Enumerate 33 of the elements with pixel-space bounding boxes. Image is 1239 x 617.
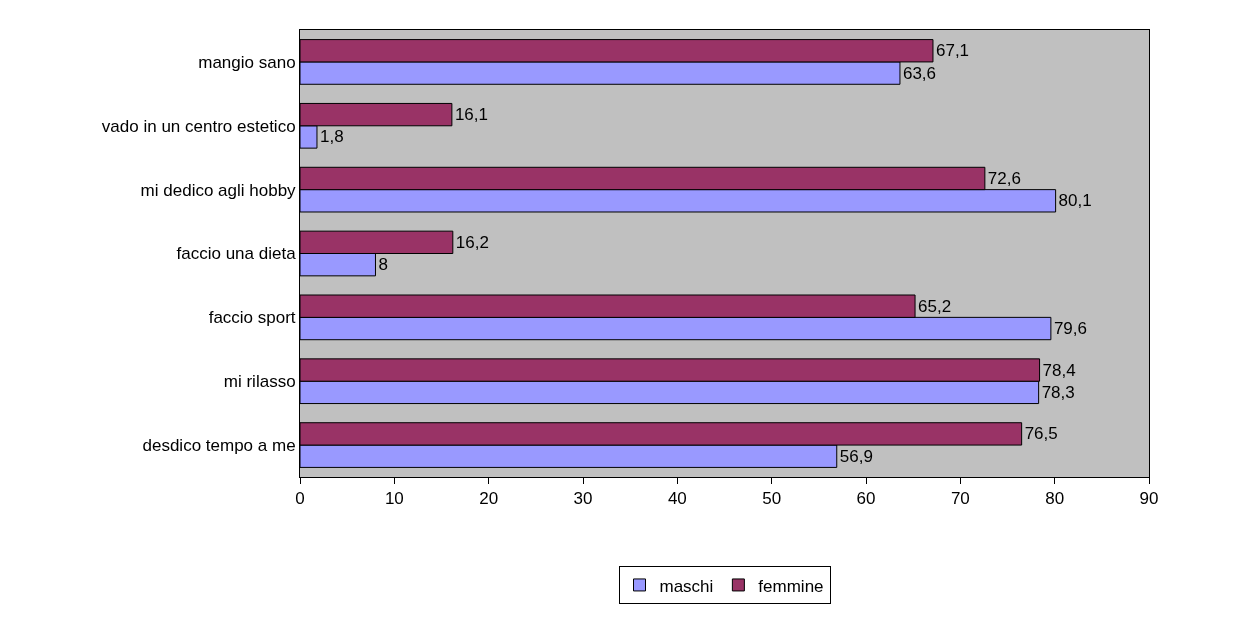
y-tick-label: mangio sano bbox=[198, 52, 296, 72]
legend-label: femmine bbox=[758, 576, 824, 596]
y-tick-label: vado in un centro estetico bbox=[101, 116, 296, 136]
data-label: 79,6 bbox=[1053, 319, 1087, 339]
x-tick-label: 40 bbox=[667, 489, 687, 509]
x-tick-label: 90 bbox=[1139, 489, 1159, 509]
data-label: 63,6 bbox=[902, 63, 937, 83]
x-tick-label: 0 bbox=[295, 489, 305, 509]
data-label: 72,6 bbox=[987, 168, 1021, 188]
x-tick-label: 60 bbox=[856, 489, 876, 509]
data-label: 78,3 bbox=[1041, 382, 1075, 402]
x-tick-label: 70 bbox=[950, 489, 970, 509]
data-label: 16,1 bbox=[454, 105, 488, 125]
x-tick-label: 20 bbox=[479, 489, 499, 509]
legend-label: maschi bbox=[659, 576, 714, 596]
y-tick-label: faccio una dieta bbox=[176, 244, 297, 264]
x-tick-label: 50 bbox=[762, 489, 782, 509]
data-label: 8 bbox=[378, 255, 388, 275]
x-tick-label: 30 bbox=[573, 489, 593, 509]
y-tick-label: mi dedico agli hobby bbox=[140, 180, 297, 200]
data-label: 67,1 bbox=[935, 41, 970, 61]
data-label: 78,4 bbox=[1042, 360, 1076, 380]
data-label: 76,5 bbox=[1024, 424, 1058, 444]
data-label: 65,2 bbox=[918, 296, 952, 316]
data-label: 56,9 bbox=[839, 446, 873, 466]
data-label: 1,8 bbox=[319, 127, 344, 147]
y-tick-label: desdico tempo a me bbox=[142, 436, 296, 456]
y-tick-label: faccio sport bbox=[208, 308, 296, 328]
data-label: 16,2 bbox=[455, 232, 489, 252]
x-tick-label: 10 bbox=[384, 489, 404, 509]
x-tick-label: 80 bbox=[1045, 489, 1065, 509]
data-label: 80,1 bbox=[1058, 191, 1092, 211]
y-tick-label: mi rilasso bbox=[223, 372, 296, 392]
